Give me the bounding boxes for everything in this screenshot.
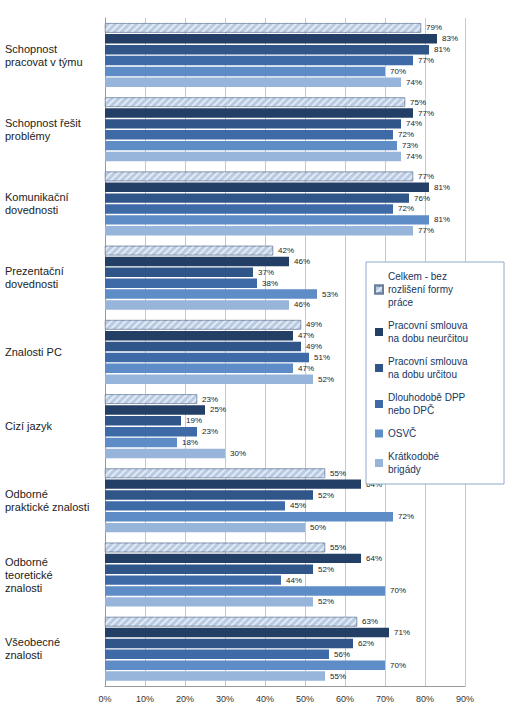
svg-text:brigády: brigády (388, 464, 421, 475)
svg-text:64%: 64% (366, 554, 382, 563)
svg-text:na dobu neurčitou: na dobu neurčitou (388, 333, 468, 344)
svg-text:60%: 60% (336, 694, 354, 704)
svg-text:73%: 73% (402, 141, 418, 150)
svg-text:teoretické: teoretické (5, 569, 56, 581)
svg-text:nebo DPČ: nebo DPČ (388, 404, 434, 416)
svg-text:72%: 72% (398, 130, 414, 139)
svg-text:70%: 70% (376, 694, 394, 704)
svg-text:49%: 49% (306, 320, 322, 329)
svg-text:74%: 74% (406, 152, 422, 161)
svg-text:81%: 81% (434, 215, 450, 224)
svg-text:70%: 70% (390, 586, 406, 595)
svg-text:37%: 37% (258, 268, 274, 277)
svg-text:dovednosti: dovednosti (5, 204, 58, 216)
svg-text:40%: 40% (256, 694, 274, 704)
svg-text:38%: 38% (262, 279, 278, 288)
svg-text:44%: 44% (286, 576, 302, 585)
svg-text:Prezentační: Prezentační (5, 265, 67, 277)
svg-text:rozlišení formy: rozlišení formy (388, 284, 456, 295)
svg-text:Pracovní smlouva: Pracovní smlouva (388, 356, 470, 367)
svg-text:pracovat v týmu: pracovat v týmu (5, 56, 83, 68)
svg-text:dovednosti: dovednosti (5, 278, 58, 290)
svg-text:Schopnost řešit: Schopnost řešit (5, 117, 84, 129)
svg-text:50%: 50% (310, 523, 326, 532)
svg-text:problémy: problémy (5, 130, 51, 142)
svg-text:90%: 90% (456, 694, 474, 704)
svg-text:Znalosti PC: Znalosti PC (5, 346, 62, 358)
svg-text:23%: 23% (202, 427, 218, 436)
svg-text:na dobu určitou: na dobu určitou (388, 369, 457, 380)
svg-text:Cizí jazyk: Cizí jazyk (5, 420, 53, 432)
svg-text:znalosti: znalosti (5, 582, 42, 594)
svg-text:Komunikační: Komunikační (5, 191, 72, 203)
svg-text:Všeobecné: Všeobecné (5, 636, 63, 648)
svg-text:80%: 80% (416, 694, 434, 704)
svg-text:77%: 77% (418, 109, 434, 118)
svg-text:70%: 70% (390, 661, 406, 670)
svg-text:55%: 55% (330, 672, 346, 681)
svg-text:Odborné: Odborné (5, 556, 51, 568)
svg-text:praktické znalosti: praktické znalosti (5, 501, 89, 513)
svg-text:49%: 49% (306, 342, 322, 351)
svg-text:46%: 46% (294, 257, 310, 266)
svg-text:72%: 72% (398, 512, 414, 521)
svg-text:Celkem - bez: Celkem - bez (388, 271, 450, 282)
svg-text:52%: 52% (318, 375, 334, 384)
svg-text:83%: 83% (442, 34, 458, 43)
svg-text:53%: 53% (322, 290, 338, 299)
svg-text:56%: 56% (334, 650, 350, 659)
svg-text:30%: 30% (216, 694, 234, 704)
svg-text:71%: 71% (394, 628, 410, 637)
svg-text:74%: 74% (406, 119, 422, 128)
svg-text:42%: 42% (278, 246, 294, 255)
svg-text:81%: 81% (434, 183, 450, 192)
svg-text:81%: 81% (434, 45, 450, 54)
svg-text:znalosti: znalosti (5, 649, 42, 661)
svg-text:52%: 52% (318, 491, 334, 500)
svg-text:19%: 19% (186, 416, 202, 425)
svg-text:práce: práce (388, 297, 413, 308)
svg-text:51%: 51% (314, 353, 330, 362)
svg-text:50%: 50% (296, 694, 314, 704)
svg-text:46%: 46% (294, 300, 310, 309)
svg-text:72%: 72% (398, 204, 414, 213)
svg-text:Krátkodobé: Krátkodobé (388, 451, 442, 462)
svg-text:Dlouhodobě DPP: Dlouhodobě DPP (388, 392, 468, 403)
svg-text:75%: 75% (410, 98, 426, 107)
svg-text:62%: 62% (358, 639, 374, 648)
svg-text:18%: 18% (182, 438, 198, 447)
svg-text:47%: 47% (298, 331, 314, 340)
svg-text:52%: 52% (318, 565, 334, 574)
svg-text:10%: 10% (136, 694, 154, 704)
svg-text:79%: 79% (426, 23, 442, 32)
svg-text:77%: 77% (418, 56, 434, 65)
svg-text:20%: 20% (176, 694, 194, 704)
svg-text:0%: 0% (98, 694, 111, 704)
svg-text:70%: 70% (390, 67, 406, 76)
svg-text:25%: 25% (210, 405, 226, 414)
svg-text:77%: 77% (418, 172, 434, 181)
svg-text:55%: 55% (330, 469, 346, 478)
svg-text:OSVČ: OSVČ (388, 427, 416, 439)
svg-text:52%: 52% (318, 597, 334, 606)
svg-text:77%: 77% (418, 226, 434, 235)
svg-text:55%: 55% (330, 543, 346, 552)
svg-text:23%: 23% (202, 395, 218, 404)
svg-text:30%: 30% (230, 449, 246, 458)
svg-text:47%: 47% (298, 364, 314, 373)
svg-text:Odborné: Odborné (5, 488, 51, 500)
svg-text:74%: 74% (406, 78, 422, 87)
svg-text:76%: 76% (414, 194, 430, 203)
svg-text:Schopnost: Schopnost (5, 43, 60, 55)
svg-text:63%: 63% (362, 617, 378, 626)
svg-text:Pracovní smlouva: Pracovní smlouva (388, 320, 470, 331)
svg-text:45%: 45% (290, 501, 306, 510)
